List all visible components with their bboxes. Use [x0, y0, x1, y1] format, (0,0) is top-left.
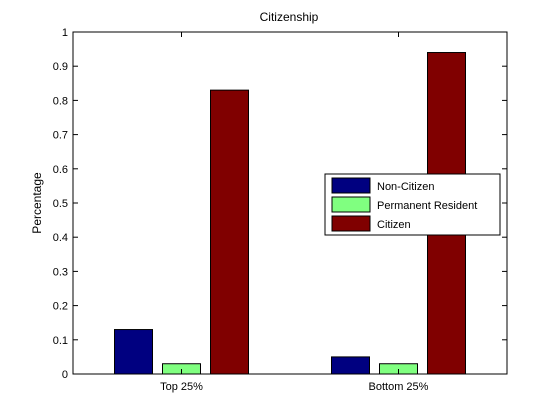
- y-tick-label: 0.9: [53, 61, 68, 73]
- y-tick-label: 0.1: [53, 335, 68, 347]
- legend-swatch: [331, 215, 371, 232]
- legend-label: Non-Citizen: [377, 181, 434, 193]
- y-tick-label: 0.7: [53, 130, 68, 142]
- y-tick-label: 0.6: [53, 164, 68, 176]
- y-tick-label: 0.5: [53, 198, 68, 210]
- x-tick-label: Top 25%: [160, 381, 203, 393]
- y-tick-label: 1: [62, 27, 68, 39]
- y-tick-label: 0.2: [53, 301, 68, 313]
- y-axis-label: Percentage: [30, 172, 44, 234]
- legend-swatch: [331, 177, 371, 194]
- legend-swatch: [331, 196, 371, 213]
- y-tick-label: 0.4: [53, 232, 68, 244]
- legend-label: Permanent Resident: [377, 200, 477, 212]
- bar-non-citizen-0: [114, 329, 153, 375]
- x-axis: Top 25% Bottom 25%: [160, 32, 429, 393]
- legend-label: Citizen: [377, 219, 411, 231]
- y-tick-label: 0: [62, 369, 68, 381]
- chart-title: Citizenship: [260, 10, 319, 24]
- legend: Non-Citizen Permanent Resident Citizen: [324, 173, 501, 236]
- bar-citizen-0: [210, 89, 249, 375]
- bar-non-citizen-1: [331, 356, 370, 375]
- y-tick-label: 0.3: [53, 266, 68, 278]
- x-tick-label: Bottom 25%: [369, 381, 429, 393]
- y-axis: 0 0.1 0.2 0.3 0.4 0.5 0.6 0.7 0.8 0.9 1: [53, 27, 507, 381]
- y-tick-label: 0.8: [53, 95, 68, 107]
